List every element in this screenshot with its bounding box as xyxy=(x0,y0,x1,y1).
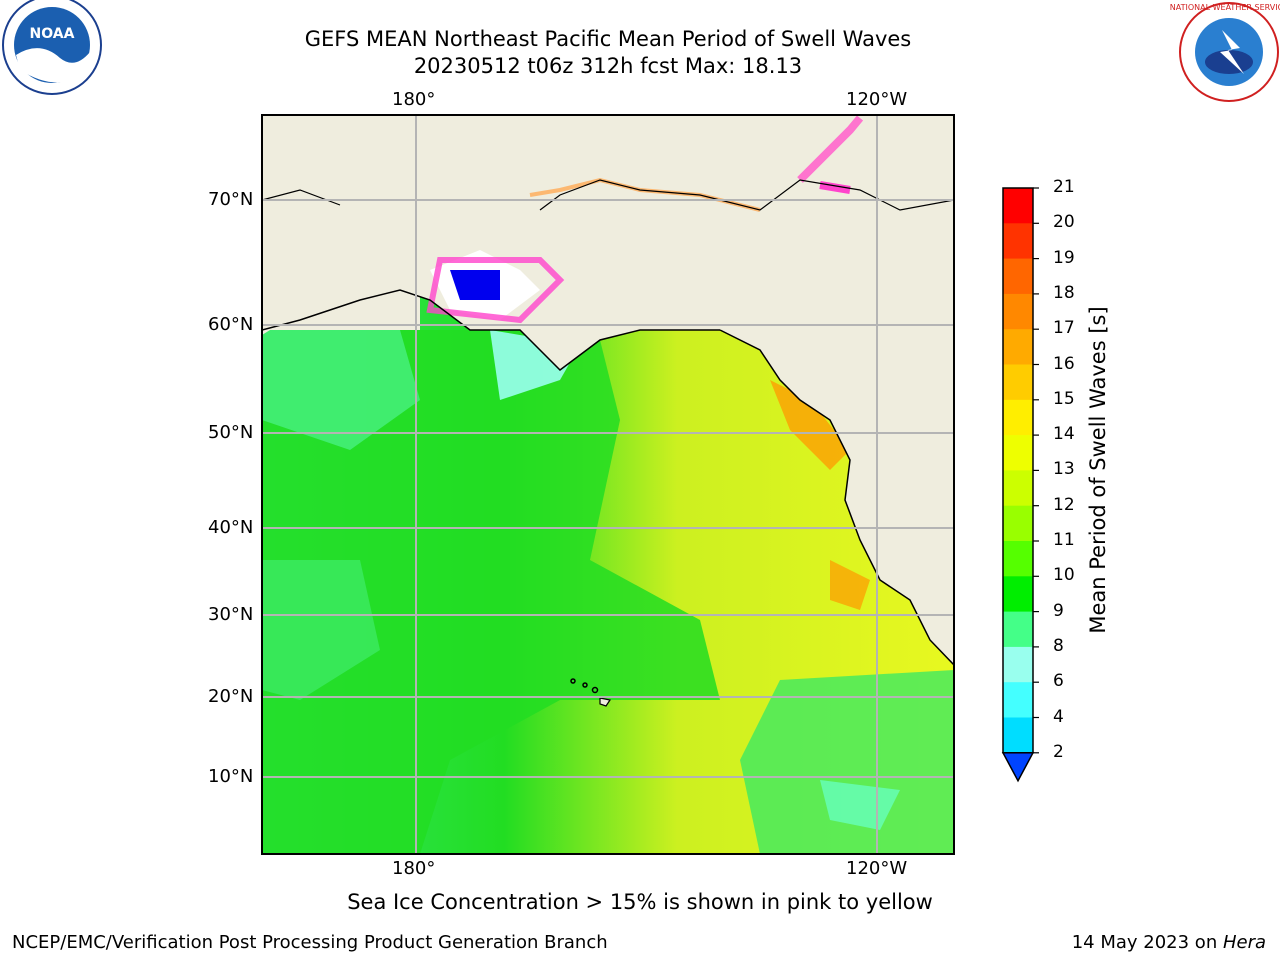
colorbar-segment xyxy=(1003,541,1033,577)
colorbar-tick-label: 15 xyxy=(1053,388,1075,409)
hawaii-islands xyxy=(570,678,611,707)
colorbar-segment xyxy=(1003,188,1033,224)
noaa-logo: NOAA xyxy=(2,0,102,95)
colorbar-segment xyxy=(1003,611,1033,648)
green-swell-region xyxy=(262,330,720,854)
colorbar-segment xyxy=(1003,329,1033,365)
map-field xyxy=(262,115,954,854)
chart-subtitle: 20230512 t06z 312h fcst Max: 18.13 xyxy=(413,54,803,78)
land-north-america xyxy=(720,330,954,665)
gridlines xyxy=(262,115,954,854)
colorbar-tick-label: 17 xyxy=(1053,318,1075,339)
sea-ice-blue xyxy=(450,270,500,300)
colorbar-tick-label: 21 xyxy=(1053,177,1075,197)
footer-machine: Hera xyxy=(1222,932,1266,953)
colorbar-segment xyxy=(1003,399,1033,436)
footer-date: 14 May 2023 on Hera xyxy=(1072,932,1266,953)
colorbar-segment xyxy=(1003,223,1033,260)
colorbar-segment xyxy=(1003,576,1033,613)
colorbar-segment xyxy=(1003,682,1033,718)
colorbar-tick-label: 16 xyxy=(1053,353,1075,374)
colorbar-tick-label: 4 xyxy=(1053,706,1064,727)
colorbar-tick-label: 10 xyxy=(1053,565,1075,586)
light-green-region xyxy=(262,330,420,450)
orange-swell-region xyxy=(770,380,850,470)
colorbar-tick-label: 8 xyxy=(1053,635,1064,656)
lat-label-50n: 50°N xyxy=(208,422,254,443)
colorbar-tick-label: 2 xyxy=(1053,741,1064,762)
coastline xyxy=(719,329,954,666)
colorbar-tick-label: 18 xyxy=(1053,282,1075,303)
lon-label-top-120w: 120°W xyxy=(846,89,908,110)
colorbar-tick-label: 13 xyxy=(1053,459,1075,480)
sea-ice-caption: Sea Ice Concentration > 15% is shown in … xyxy=(347,890,933,914)
lat-label-30n: 30°N xyxy=(208,604,254,625)
colorbar-tick-label: 14 xyxy=(1053,424,1075,445)
colorbar-segment xyxy=(1003,505,1033,542)
colorbar-tick-label: 6 xyxy=(1053,671,1064,692)
lon-label-bottom-120w: 120°W xyxy=(846,858,908,879)
nws-logo-text: NATIONAL WEATHER SERVICE xyxy=(1170,3,1280,12)
colorbar-label: Mean Period of Swell Waves [s] xyxy=(1086,306,1110,634)
map-frame xyxy=(261,114,955,855)
colorbar-segment xyxy=(1003,258,1033,295)
colorbar-tick-label: 12 xyxy=(1053,494,1075,515)
colorbar-tick-label: 11 xyxy=(1053,530,1075,550)
colorbar-tick-label: 19 xyxy=(1053,247,1075,268)
lat-label-60n: 60°N xyxy=(208,314,254,335)
lon-label-top-180: 180° xyxy=(392,89,436,110)
green-southeast-region xyxy=(740,670,954,854)
noaa-logo-text: NOAA xyxy=(30,26,75,42)
chart-title: GEFS MEAN Northeast Pacific Mean Period … xyxy=(304,27,912,51)
colorbar xyxy=(1001,187,1039,783)
footer-date-text: 14 May 2023 on xyxy=(1071,932,1223,953)
footer-credit: NCEP/EMC/Verification Post Processing Pr… xyxy=(12,932,608,953)
lat-label-20n: 20°N xyxy=(208,686,254,707)
nws-logo: NATIONAL WEATHER SERVICE xyxy=(1170,2,1280,102)
colorbar-segment xyxy=(1003,435,1033,471)
lat-label-10n: 10°N xyxy=(208,766,254,787)
lat-label-70n: 70°N xyxy=(208,189,254,210)
colorbar-segment xyxy=(1003,717,1033,754)
colorbar-extend-arrow xyxy=(1001,752,1035,783)
colorbar-segment xyxy=(1003,364,1033,401)
lat-label-40n: 40°N xyxy=(208,517,254,538)
colorbar-segment xyxy=(1003,646,1033,683)
colorbar-segment xyxy=(1003,470,1033,507)
colorbar-segment xyxy=(1003,293,1033,330)
lon-label-bottom-180: 180° xyxy=(392,858,436,879)
colorbar-tick-label: 9 xyxy=(1053,600,1064,621)
land-russia-alaska xyxy=(262,115,954,330)
colorbar-tick-label: 20 xyxy=(1053,212,1075,233)
